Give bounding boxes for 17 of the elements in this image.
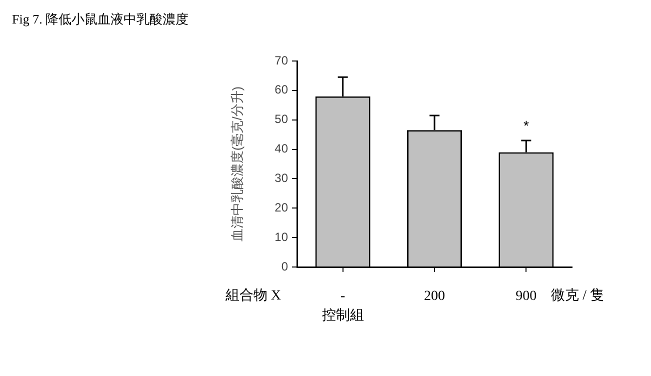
y-tick-label: 0 <box>281 259 288 274</box>
x-axis-title: 組合物 X <box>224 288 281 304</box>
text: Fig 7. 降低小鼠血液中乳酸濃度 <box>12 11 189 26</box>
x-tick-label: 200 <box>424 289 445 304</box>
y-axis-title: 血清中乳酸濃度(毫克/分升) <box>229 86 244 242</box>
y-tick-label: 10 <box>274 230 288 244</box>
annotation: * <box>523 117 530 134</box>
text: 微克 / 隻 <box>551 288 604 304</box>
text: 控制組 <box>322 308 364 324</box>
x-tick-label: 900 <box>516 289 537 304</box>
y-tick-label: 20 <box>274 200 288 214</box>
y-tick-label: 60 <box>274 82 288 97</box>
x-tick-label: - <box>340 289 346 304</box>
y-tick-label: 50 <box>274 112 288 126</box>
y-tick-label: 70 <box>274 53 288 68</box>
y-tick-label: 30 <box>274 171 288 186</box>
y-tick-label: 40 <box>274 142 288 156</box>
